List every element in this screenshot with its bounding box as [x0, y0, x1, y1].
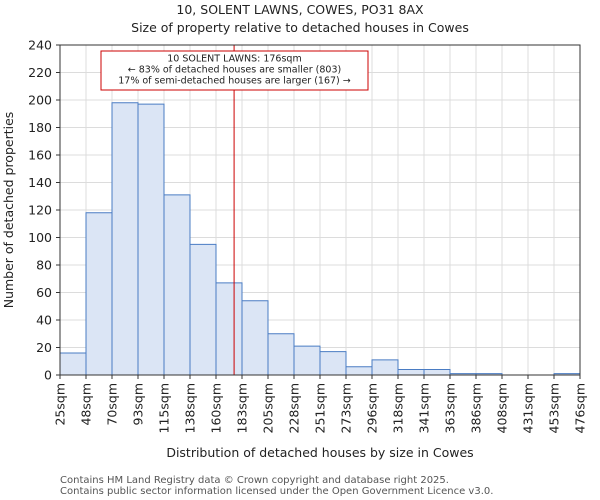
- y-tick-label: 240: [28, 38, 52, 53]
- x-tick-label: 160sqm: [209, 383, 224, 433]
- histogram-bar: [293, 345, 321, 376]
- histogram-bar: [163, 194, 191, 376]
- x-tick-label: 115sqm: [157, 383, 172, 433]
- y-tick-label: 140: [28, 175, 52, 190]
- y-tick-label: 100: [28, 230, 52, 245]
- chart-subtitle: Size of property relative to detached ho…: [131, 20, 469, 35]
- x-tick-label: 273sqm: [339, 383, 354, 433]
- x-tick-label: 341sqm: [417, 383, 432, 433]
- y-tick-label: 180: [28, 120, 52, 135]
- histogram-bar: [345, 366, 373, 376]
- x-axis-ticks: 25sqm 48sqm 70sqm 93sqm 115sqm 138sqm 160sqm 18…: [53, 375, 588, 433]
- histogram-bar: [59, 352, 87, 376]
- annotation-line-1: 10 SOLENT LAWNS: 176sqm: [167, 54, 301, 65]
- annotation-box: 10 SOLENT LAWNS: 176sqm ← 83% of detache…: [100, 50, 369, 91]
- x-tick-label: 296sqm: [365, 383, 380, 433]
- annotation-line-2: ← 83% of detached houses are smaller (80…: [128, 65, 341, 76]
- histogram-bar: [241, 300, 269, 376]
- histogram-bar: [267, 333, 295, 376]
- histogram-bar: [319, 351, 347, 376]
- histogram-bar: [371, 359, 399, 376]
- histogram-bar: [189, 243, 217, 376]
- x-tick-label: 318sqm: [391, 383, 406, 433]
- chart-title: 10, SOLENT LAWNS, COWES, PO31 8AX: [176, 2, 424, 17]
- histogram-bar: [137, 103, 165, 376]
- y-axis-ticks: 0 20 40 60 80 100 120 140 160 180 200 220 240: [28, 38, 60, 383]
- y-tick-label: 40: [36, 313, 52, 328]
- x-tick-label: 93sqm: [131, 383, 146, 426]
- histogram-bar: [111, 102, 139, 376]
- histogram-bar: [397, 369, 425, 376]
- histogram-bar: [85, 212, 113, 376]
- footer-line-1: Contains HM Land Registry data © Crown c…: [60, 475, 449, 486]
- histogram-bar: [423, 369, 451, 376]
- x-tick-label: 48sqm: [79, 383, 94, 426]
- x-axis-label: Distribution of detached houses by size …: [166, 445, 473, 460]
- y-tick-label: 220: [28, 65, 52, 80]
- x-tick-label: 363sqm: [443, 383, 458, 433]
- annotation-line-3: 17% of semi-detached houses are larger (…: [118, 76, 351, 87]
- x-tick-label: 476sqm: [573, 383, 588, 433]
- x-tick-label: 408sqm: [495, 383, 510, 433]
- x-tick-label: 386sqm: [469, 383, 484, 433]
- histogram-bar: [215, 282, 243, 376]
- x-tick-label: 251sqm: [313, 383, 328, 433]
- x-tick-label: 453sqm: [547, 383, 562, 433]
- annotation-frame: [100, 50, 369, 91]
- x-tick-label: 228sqm: [287, 383, 302, 433]
- plot-frame: [59, 44, 581, 376]
- y-tick-label: 20: [36, 340, 52, 355]
- x-tick-label: 25sqm: [53, 383, 68, 426]
- bars: [59, 102, 581, 376]
- x-tick-label: 205sqm: [261, 383, 276, 433]
- x-tick-label: 138sqm: [183, 383, 198, 433]
- y-tick-label: 0: [44, 368, 52, 383]
- y-tick-label: 80: [36, 258, 52, 273]
- x-tick-label: 183sqm: [235, 383, 250, 433]
- y-tick-label: 120: [28, 203, 52, 218]
- footer-line-2: Contains public sector information licen…: [60, 486, 493, 497]
- y-axis-label: Number of detached properties: [1, 112, 16, 309]
- y-tick-label: 200: [28, 93, 52, 108]
- y-tick-label: 60: [36, 285, 52, 300]
- y-tick-label: 160: [28, 148, 52, 163]
- x-tick-label: 431sqm: [521, 383, 536, 433]
- x-tick-label: 70sqm: [105, 383, 120, 426]
